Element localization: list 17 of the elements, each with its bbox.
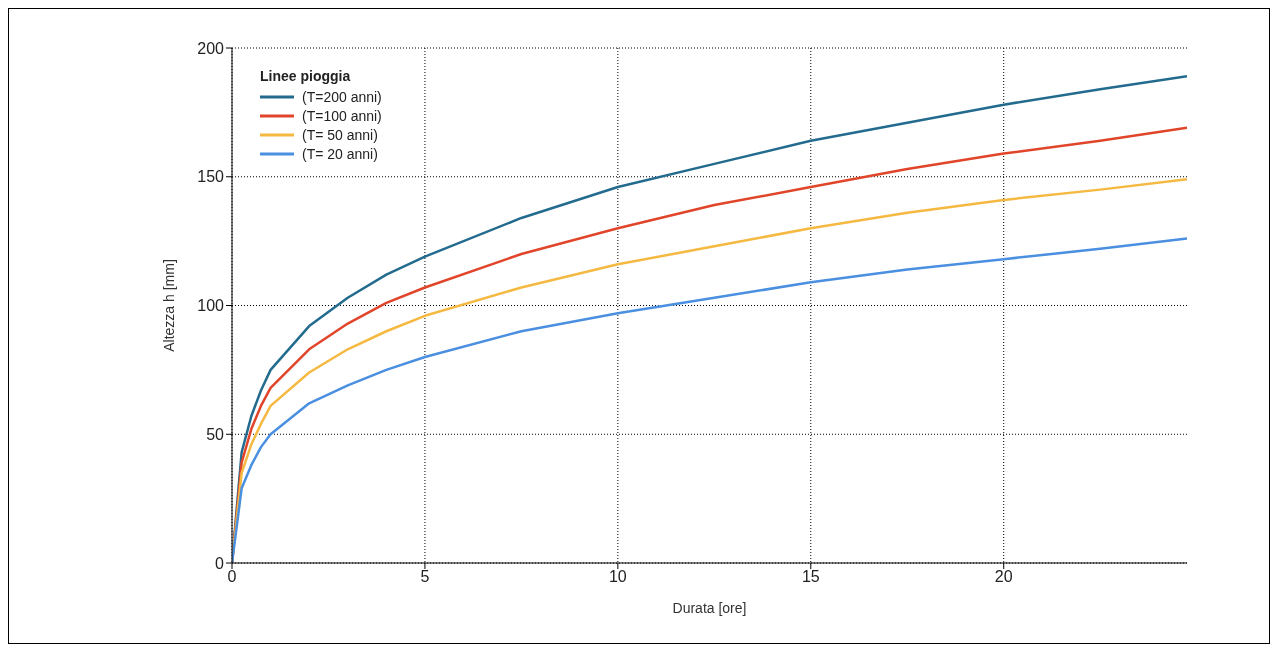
x-axis-title: Durata [ore] [672,600,747,616]
x-tick-label: 10 [608,568,627,586]
legend-label: (T= 50 anni) [302,126,378,143]
legend-label: (T= 20 anni) [302,145,378,162]
y-tick-label: 100 [197,297,225,315]
y-tick-label: 200 [197,39,225,57]
legend-title: Linee pioggia [260,68,352,84]
y-tick-label: 50 [206,425,225,443]
x-tick-label: 20 [994,568,1013,586]
legend-label: (T=100 anni) [302,107,382,124]
x-tick-label: 5 [420,568,430,586]
x-tick-label: 0 [227,568,237,586]
y-axis-title: Altezza h [mm] [160,259,177,352]
legend-label: (T=200 anni) [302,88,382,105]
y-tick-label: 0 [215,554,225,572]
x-tick-label: 15 [801,568,820,586]
y-tick-label: 150 [197,168,225,186]
